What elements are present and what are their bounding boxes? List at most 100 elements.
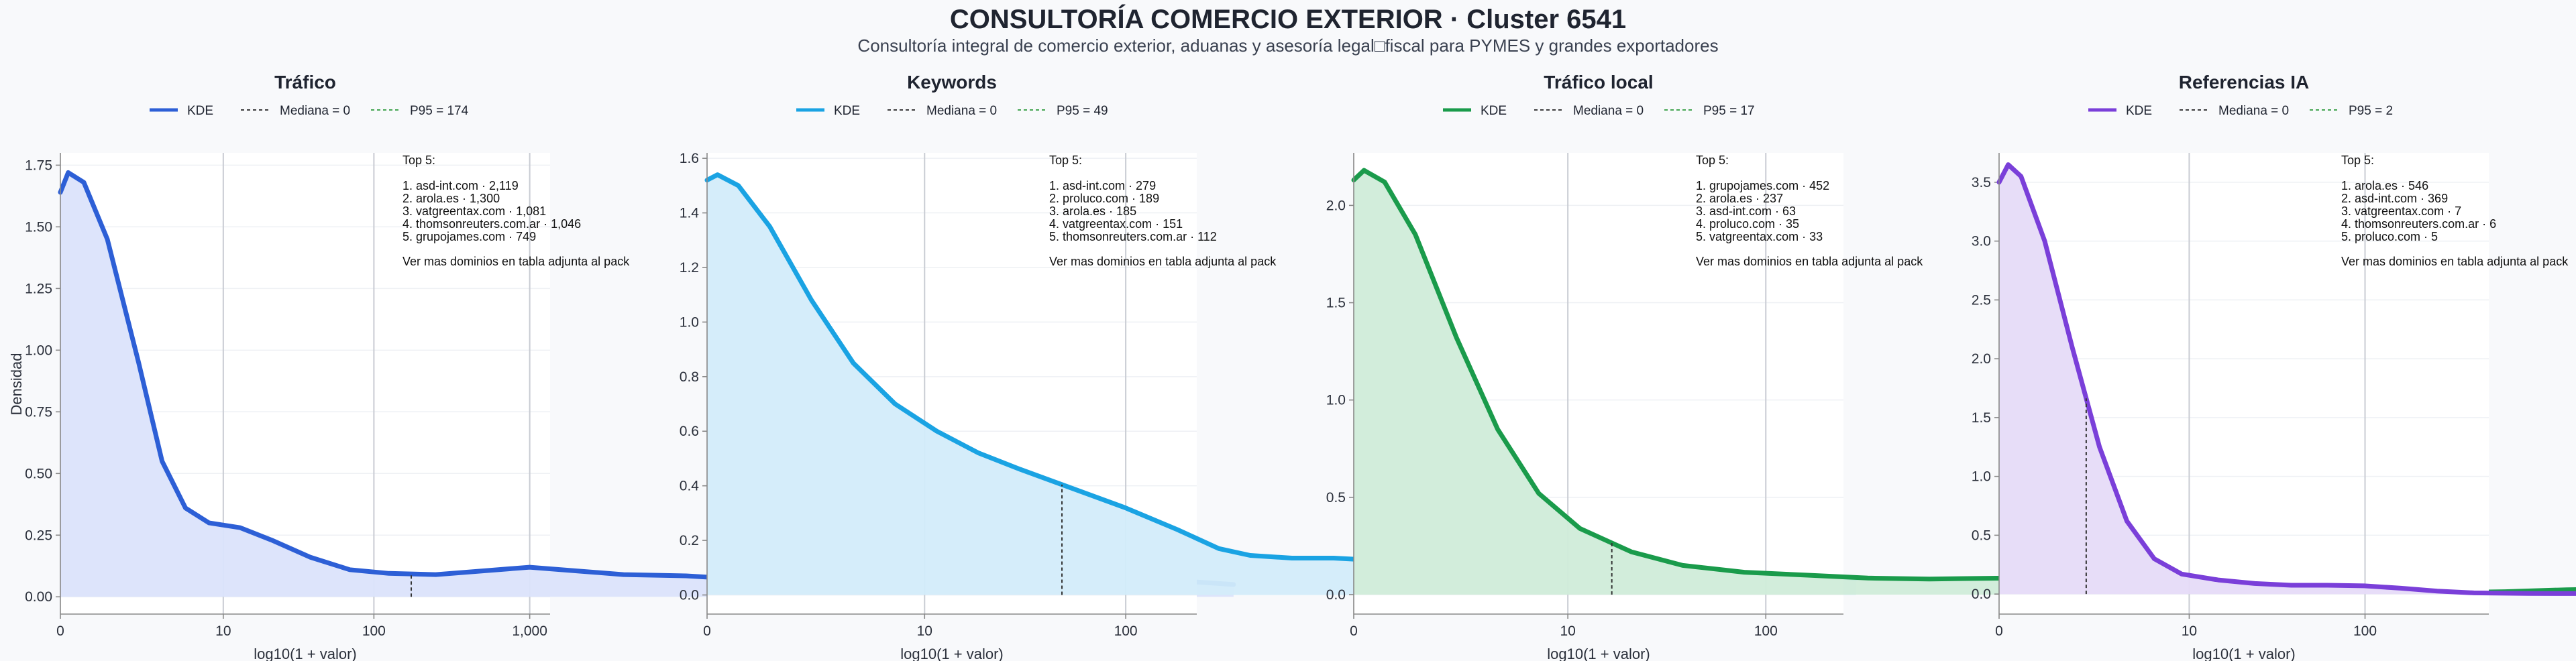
chart-panel-4: Referencias IA KDE Mediana = 0 P95 = 2 0.0 0.… [1972, 72, 2576, 661]
kde-line [1996, 162, 2576, 596]
top5-item: 2. proluco.com · 189 [1049, 192, 1159, 205]
y-tick-label: 0.00 [25, 589, 52, 605]
x-tick-label: 1,000 [512, 623, 547, 639]
x-tick-label: 100 [2353, 623, 2377, 639]
x-axis-label: log10(1 + valor) [1547, 646, 1650, 661]
y-tick-label: 0.50 [25, 466, 52, 481]
top5-item: 3. vatgreentax.com · 1,081 [402, 204, 546, 218]
y-tick-label: 0.5 [1972, 528, 1991, 543]
y-tick-label: 0.8 [680, 369, 699, 385]
legend-p95-label: P95 = 2 [2349, 104, 2393, 118]
legend-median-label: Mediana = 0 [926, 104, 997, 118]
x-tick-label: 0 [1995, 623, 2003, 639]
x-tick-label: 100 [1754, 623, 1778, 639]
y-tick-label: 2.5 [1972, 292, 1991, 308]
panel-title: Referencias IA [2179, 72, 2310, 93]
top5-item: 4. vatgreentax.com · 151 [1049, 217, 1183, 231]
top5-item: 5. grupojames.com · 749 [402, 230, 536, 243]
y-tick-label: 1.6 [680, 151, 699, 166]
top5-item: 5. thomsonreuters.com.ar · 112 [1049, 230, 1217, 243]
x-tick-label: 10 [1560, 623, 1575, 639]
legend-kde-label: KDE [187, 104, 213, 118]
y-tick-label: 0.4 [680, 479, 700, 494]
legend-kde-label: KDE [834, 104, 860, 118]
kde-area [60, 172, 1234, 597]
y-tick-label: 0.0 [680, 588, 699, 603]
top5-item: 3. vatgreentax.com · 7 [2341, 204, 2461, 218]
x-axis-label: log10(1 + valor) [254, 646, 356, 661]
y-tick-label: 1.2 [680, 260, 699, 276]
legend-kde-label: KDE [2126, 104, 2152, 118]
panel-title: Tráfico [274, 72, 336, 93]
kde-area [1354, 170, 2576, 595]
top5-heading: Top 5: [402, 154, 435, 167]
chart-panel-2: Keywords KDE Mediana = 0 P95 = 49 0.0 0.2 0.4 0… [680, 72, 1859, 661]
x-tick-label: 100 [362, 623, 386, 639]
figure-title: CONSULTORÍA COMERCIO EXTERIOR · Cluster … [950, 4, 1626, 34]
panel-title: Keywords [907, 72, 997, 93]
top5-footer: Ver mas dominios en tabla adjunta al pac… [2341, 255, 2569, 268]
y-tick-label: 1.4 [680, 206, 700, 221]
x-tick-label: 100 [1114, 623, 1138, 639]
top5-item: 1. asd-int.com · 279 [1049, 179, 1156, 192]
panel-title: Tráfico local [1544, 72, 1653, 93]
y-tick-label: 1.5 [1326, 296, 1346, 311]
y-tick-label: 1.0 [1972, 469, 1991, 485]
y-tick-label: 2.0 [1326, 198, 1346, 213]
top5-item: 4. proluco.com · 35 [1696, 217, 1799, 231]
y-tick-label: 3.0 [1972, 234, 1991, 249]
y-tick-label: 0.75 [25, 404, 52, 420]
top5-item: 1. grupojames.com · 452 [1696, 179, 1829, 192]
y-tick-label: 1.50 [25, 219, 52, 235]
y-tick-label: 0.25 [25, 528, 52, 543]
legend-kde-label: KDE [1481, 104, 1507, 118]
y-tick-label: 1.5 [1972, 410, 1991, 426]
x-tick-label: 0 [1350, 623, 1358, 639]
figure-subtitle: Consultoría integral de comercio exterio… [857, 36, 1718, 56]
legend-median-label: Mediana = 0 [1573, 104, 1644, 118]
y-tick-label: 0.2 [680, 533, 699, 548]
kde-area [707, 174, 1856, 595]
y-tick-label: 1.0 [680, 314, 699, 330]
top5-item: 3. asd-int.com · 63 [1696, 204, 1796, 218]
x-tick-label: 10 [2182, 623, 2197, 639]
top5-item: 2. arola.es · 237 [1696, 192, 1783, 205]
top5-footer: Ver mas dominios en tabla adjunta al pac… [1696, 255, 1923, 268]
legend-p95-label: P95 = 174 [410, 104, 469, 118]
kde-area [1999, 164, 2576, 595]
legend-p95-label: P95 = 49 [1057, 104, 1108, 118]
top5-footer: Ver mas dominios en tabla adjunta al pac… [1049, 255, 1277, 268]
y-tick-label: 0.5 [1326, 490, 1346, 505]
top5-item: 5. proluco.com · 5 [2341, 230, 2438, 243]
top5-item: 2. asd-int.com · 369 [2341, 192, 2448, 205]
x-tick-label: 0 [56, 623, 64, 639]
x-tick-label: 10 [917, 623, 932, 639]
y-tick-label: 0.6 [680, 424, 699, 439]
y-tick-label: 1.75 [25, 158, 52, 173]
y-axis-label: Densidad [8, 353, 25, 416]
legend-median-label: Mediana = 0 [2218, 104, 2289, 118]
top5-item: 4. thomsonreuters.com.ar · 6 [2341, 217, 2496, 231]
top5-heading: Top 5: [1696, 154, 1729, 167]
x-tick-label: 0 [703, 623, 711, 639]
legend-median-label: Mediana = 0 [280, 104, 350, 118]
top5-item: 5. vatgreentax.com · 33 [1696, 230, 1823, 243]
top5-item: 3. arola.es · 185 [1049, 204, 1136, 218]
top5-item: 2. arola.es · 1,300 [402, 192, 500, 205]
y-tick-label: 1.00 [25, 343, 52, 358]
y-tick-label: 1.25 [25, 281, 52, 296]
top5-footer: Ver mas dominios en tabla adjunta al pac… [402, 255, 630, 268]
y-tick-label: 1.0 [1326, 393, 1346, 408]
top5-heading: Top 5: [1049, 154, 1082, 167]
x-tick-label: 10 [215, 623, 231, 639]
legend-p95-label: P95 = 17 [1703, 104, 1755, 118]
y-tick-label: 0.0 [1972, 587, 1991, 602]
top5-item: 1. asd-int.com · 2,119 [402, 179, 519, 192]
y-tick-label: 2.0 [1972, 351, 1991, 367]
